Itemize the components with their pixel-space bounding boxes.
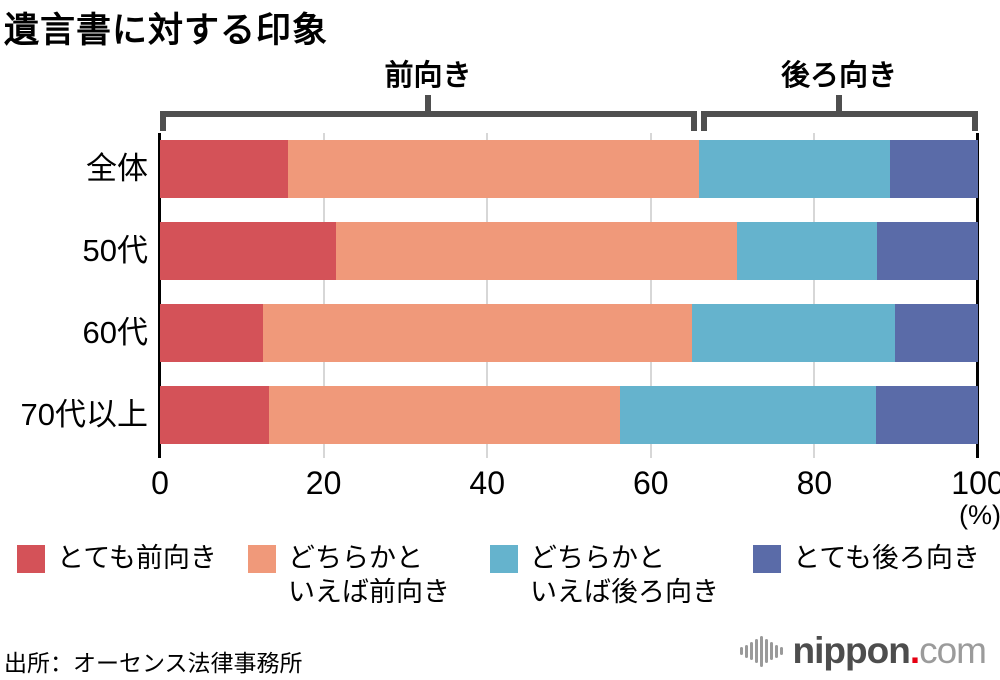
row-label: 50代	[82, 233, 148, 268]
gridline	[486, 133, 489, 458]
bracket-stem-negative	[836, 95, 842, 112]
row-label: 全体	[86, 151, 148, 186]
y-axis-line-right	[976, 133, 979, 458]
source-text: 出所：オーセンス法律事務所	[4, 650, 303, 676]
logo-text-nippon: nippon	[792, 630, 911, 671]
percent-unit-label: (%)	[959, 500, 1000, 530]
bar-segment	[288, 140, 700, 198]
bar-segment	[619, 386, 876, 444]
x-tick-label: 80	[796, 465, 833, 501]
bar-segment	[877, 222, 978, 280]
bar-row-70代以上	[160, 386, 978, 444]
legend-swatch-very-negative	[753, 545, 781, 573]
bar-row-50代	[160, 222, 978, 280]
legend-label: とても前向き	[57, 543, 217, 573]
legend-item: とても前向き	[17, 541, 217, 575]
bar-segment	[889, 140, 978, 198]
sound-wave-icon	[739, 633, 783, 669]
nippon-logo: nippon.com	[739, 630, 987, 672]
legend-swatch-somewhat-negative	[490, 545, 518, 573]
logo-text-com: com	[919, 630, 987, 671]
bracket-stem-positive	[425, 95, 431, 112]
bar-row-60代	[160, 304, 978, 362]
y-axis-line-left	[158, 133, 161, 458]
legend-swatch-very-positive	[17, 545, 45, 573]
bracket-label-negative: 後ろ向き	[780, 60, 898, 92]
row-label: 70代以上	[20, 397, 148, 432]
bar-segment	[875, 386, 978, 444]
page-title: 遺言書に対する印象	[4, 11, 329, 50]
bar-segment	[160, 386, 269, 444]
bar-segment	[737, 222, 878, 280]
bar-segment	[160, 304, 264, 362]
bar-segment	[699, 140, 890, 198]
gridline	[322, 133, 325, 458]
bar-segment	[160, 222, 336, 280]
bar-segment	[160, 140, 289, 198]
legend-swatch-somewhat-positive	[248, 545, 276, 573]
row-label: 60代	[82, 315, 148, 350]
legend-label: どちらかと いえば前向き	[288, 543, 450, 607]
legend-item: どちらかと いえば前向き	[248, 541, 450, 609]
gridline	[649, 133, 652, 458]
bar-segment	[268, 386, 620, 444]
bar-row-全体	[160, 140, 978, 198]
bar-segment	[691, 304, 896, 362]
x-tick-label: 60	[633, 465, 669, 501]
x-tick-label: 100	[951, 465, 1000, 501]
legend-item: どちらかと いえば後ろ向き	[490, 541, 719, 609]
legend: とても前向き どちらかと いえば前向き どちらかと いえば後ろ向き とても後ろ向き	[0, 541, 1000, 631]
legend-label: どちらかと いえば後ろ向き	[530, 543, 719, 607]
bracket-negative	[701, 111, 978, 131]
bracket-positive	[160, 111, 697, 131]
bar-segment	[895, 304, 978, 362]
legend-item: とても後ろ向き	[753, 541, 980, 575]
x-tick-label: 0	[151, 465, 169, 501]
bar-segment	[335, 222, 738, 280]
legend-label: とても後ろ向き	[793, 543, 980, 573]
x-tick-label: 20	[305, 465, 342, 501]
logo-text: nippon.com	[792, 630, 987, 672]
plot-area	[158, 133, 979, 458]
x-tick-label: 40	[469, 465, 505, 501]
gridline	[813, 133, 816, 458]
bar-segment	[263, 304, 692, 362]
logo-dot: .	[909, 630, 920, 671]
bracket-label-positive: 前向き	[384, 60, 472, 92]
